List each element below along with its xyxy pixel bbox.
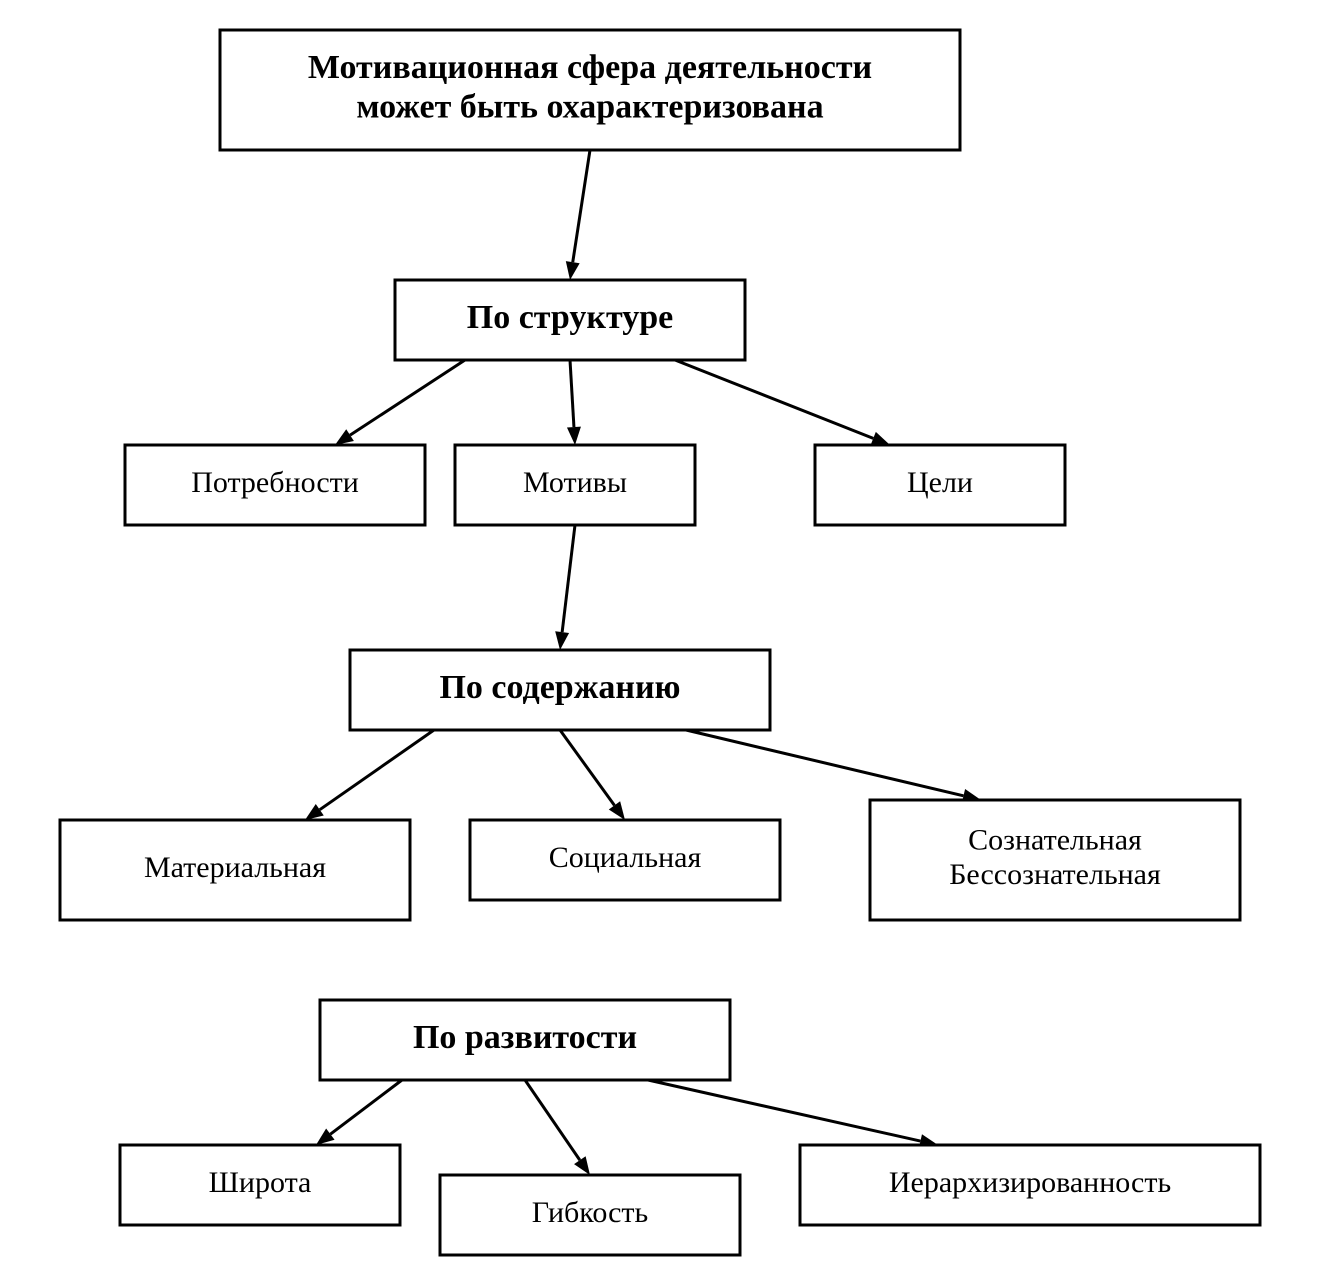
node-label: По структуре: [467, 299, 673, 336]
node-structure: По структуре: [395, 280, 745, 360]
node-content: По содержанию: [350, 650, 770, 730]
arrowhead: [555, 631, 569, 650]
node-label: По развитости: [413, 1019, 637, 1056]
node-hierarchy: Иерархизированность: [800, 1145, 1260, 1225]
node-goals: Цели: [815, 445, 1065, 525]
node-motives: Мотивы: [455, 445, 695, 525]
node-label: Сознательная: [968, 824, 1142, 857]
node-material: Материальная: [60, 820, 410, 920]
node-conscious: СознательнаяБессознательная: [870, 800, 1240, 920]
arrowhead: [335, 429, 354, 445]
arrowhead: [305, 804, 324, 820]
node-flex: Гибкость: [440, 1175, 740, 1255]
edge: [525, 1080, 580, 1160]
edge: [562, 525, 575, 632]
node-label: Цели: [907, 466, 973, 499]
node-label: Потребности: [191, 466, 359, 499]
node-label: Широта: [209, 1166, 312, 1199]
arrowhead: [567, 427, 581, 445]
node-needs: Потребности: [125, 445, 425, 525]
arrowhead: [574, 1156, 590, 1175]
node-label: Мотивационная сфера деятельности: [308, 49, 872, 86]
arrowhead: [566, 261, 580, 280]
node-root: Мотивационная сфера деятельностиможет бы…: [220, 30, 960, 150]
node-label: может быть охарактеризована: [356, 88, 823, 125]
edge: [570, 360, 574, 427]
node-label: Мотивы: [523, 466, 627, 499]
edge: [686, 730, 963, 796]
node-label: Социальная: [549, 841, 702, 874]
node-label: Иерархизированность: [889, 1166, 1171, 1199]
node-label: По содержанию: [439, 669, 680, 706]
node-development: По развитости: [320, 1000, 730, 1080]
node-social: Социальная: [470, 820, 780, 900]
node-label: Материальная: [144, 851, 326, 884]
edge: [648, 1080, 920, 1141]
arrowhead: [609, 801, 625, 820]
flowchart: Мотивационная сфера деятельностиможет бы…: [0, 0, 1320, 1275]
edge: [350, 360, 465, 435]
node-label: Гибкость: [532, 1196, 648, 1229]
arrowhead: [871, 432, 890, 445]
edge: [560, 730, 614, 805]
edge: [330, 1080, 402, 1134]
edge: [573, 150, 590, 262]
node-label: Бессознательная: [949, 858, 1161, 891]
node-breadth: Широта: [120, 1145, 400, 1225]
arrowhead: [316, 1129, 335, 1145]
edge: [320, 730, 434, 810]
edge: [675, 360, 873, 438]
